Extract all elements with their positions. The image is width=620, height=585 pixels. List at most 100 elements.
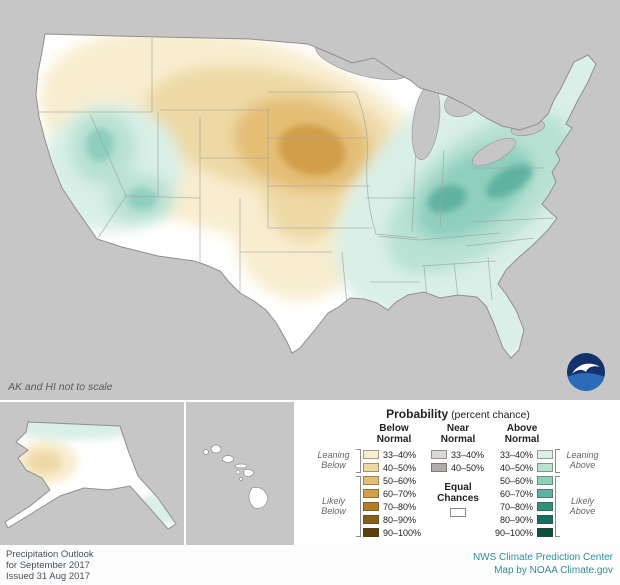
- legend-range-label: 60–70%: [383, 488, 417, 499]
- legend-swatch: [537, 463, 553, 472]
- likely-above-label: Likely Above: [569, 495, 596, 516]
- footer-credit: NWS Climate Prediction Center Map by NOA…: [473, 549, 613, 585]
- legend-range-label: 90–100%: [383, 527, 422, 538]
- footer-credit-line-1: NWS Climate Prediction Center: [472, 552, 613, 563]
- legend-swatch: [363, 463, 379, 472]
- state-borders: [38, 38, 555, 306]
- above-normal-column: Above Normal 33–40% 40–50% 50–60% 60–70%…: [489, 423, 555, 539]
- legend-swatch: [363, 528, 379, 537]
- legend-swatch: [537, 502, 553, 511]
- legend-title: Probability (percent chance): [386, 407, 530, 421]
- legend-swatch: [537, 489, 553, 498]
- legend-swatch: [537, 476, 553, 485]
- likely-above-bracket: [555, 476, 560, 537]
- legend-row: 70–80%: [489, 500, 555, 513]
- island-kahoolawe: [239, 477, 243, 481]
- legend-title-note: (percent chance): [451, 409, 530, 421]
- alaska-below-normal-40-50: [26, 450, 62, 474]
- legend-row: 90–100%: [361, 526, 427, 539]
- above-normal-blob-50-60-az: [127, 188, 157, 210]
- below-normal-blob-60-70: [278, 124, 346, 176]
- legend-swatch: [363, 450, 379, 459]
- legend-range-label: 50–60%: [383, 475, 417, 486]
- legend-body: Leaning Below Likely Below Below Normal …: [311, 423, 605, 539]
- island-maui: [243, 469, 255, 477]
- legend-left-labels: Leaning Below Likely Below: [311, 424, 356, 539]
- island-molokai: [234, 463, 248, 469]
- legend-swatch: [363, 489, 379, 498]
- hawaii-inset: [186, 402, 294, 545]
- legend-range-label: 40–50%: [383, 462, 417, 473]
- legend-row: 33–40%: [431, 448, 485, 461]
- legend-range-label: 80–90%: [499, 514, 533, 525]
- likely-below-label: Likely Below: [321, 495, 346, 516]
- legend-range-label: 40–50%: [451, 462, 485, 473]
- legend-swatch: [537, 515, 553, 524]
- above-normal-core-east: [427, 163, 532, 214]
- us-outline: [35, 33, 597, 359]
- legend-range-label: 33–40%: [451, 449, 485, 460]
- footer-line-2: for September 2017: [6, 560, 90, 572]
- legend-panel: Probability (percent chance) Leaning Bel…: [296, 402, 620, 545]
- left-brackets: [356, 424, 361, 539]
- legend-swatch: [363, 515, 379, 524]
- right-brackets: [555, 424, 560, 539]
- legend-range-label: 70–80%: [383, 501, 417, 512]
- legend-row: 33–40%: [361, 448, 427, 461]
- main-map-panel: AK and HI not to scale: [0, 0, 620, 400]
- noaa-gull-icon: [572, 363, 600, 374]
- island-hawaii: [248, 487, 269, 509]
- alaska-inset: [0, 402, 184, 545]
- legend-swatch: [431, 463, 447, 472]
- above-normal-blob-50-60-nv: [86, 128, 114, 162]
- legend-row: 40–50%: [489, 461, 555, 474]
- footer-outlook-caption: Precipitation Outlook for September 2017…: [6, 549, 94, 585]
- legend-swatch: [431, 450, 447, 459]
- near-normal-column: Near Normal 33–40% 40–50% Equal Chances: [427, 423, 489, 517]
- hawaii-background: [186, 402, 294, 545]
- legend-row: 50–60%: [361, 474, 427, 487]
- legend-row: 80–90%: [489, 513, 555, 526]
- legend-swatch: [363, 476, 379, 485]
- legend-range-label: 33–40%: [499, 449, 533, 460]
- island-oahu: [222, 455, 234, 463]
- legend-row: 40–50%: [361, 461, 427, 474]
- island-kauai: [210, 444, 222, 454]
- below-normal-column: Below Normal 33–40% 40–50% 50–60% 60–70%…: [361, 423, 427, 539]
- footer-credit-line-2: Map by NOAA Climate.gov: [494, 565, 613, 576]
- above-normal-blob-60-70-virginias: [486, 163, 532, 199]
- legend-range-label: 60–70%: [499, 488, 533, 499]
- likely-below-bracket: [356, 476, 361, 537]
- legend-range-label: 70–80%: [499, 501, 533, 512]
- legend-swatch: [537, 450, 553, 459]
- legend-range-label: 90–100%: [494, 527, 533, 538]
- leaning-below-bracket: [356, 449, 361, 473]
- legend-title-word: Probability: [386, 407, 449, 421]
- legend-range-label: 80–90%: [383, 514, 417, 525]
- legend-swatch: [537, 528, 553, 537]
- near-normal-header: Near Normal: [440, 423, 476, 445]
- alaska-outline: [4, 421, 177, 530]
- scale-note: AK and HI not to scale: [7, 381, 113, 393]
- equal-chances-swatch: [450, 508, 466, 517]
- hawaii-islands: [203, 444, 269, 509]
- legend-row: 60–70%: [489, 487, 555, 500]
- footer-line-3: Issued 31 Aug 2017: [6, 571, 90, 583]
- footer-line-1: Precipitation Outlook: [6, 549, 94, 560]
- legend-row: 33–40%: [489, 448, 555, 461]
- bottom-row: Probability (percent chance) Leaning Bel…: [0, 402, 620, 545]
- legend-row: 60–70%: [361, 487, 427, 500]
- above-normal-blob-60-70-kentucky: [427, 184, 467, 214]
- footer: Precipitation Outlook for September 2017…: [0, 545, 620, 585]
- equal-chances-header: Equal Chances: [437, 482, 479, 504]
- legend-range-label: 50–60%: [499, 475, 533, 486]
- legend-swatch: [363, 502, 379, 511]
- legend-range-label: 40–50%: [499, 462, 533, 473]
- legend-row: 80–90%: [361, 513, 427, 526]
- lake-erie: [472, 137, 516, 167]
- alaska-map: [0, 402, 184, 545]
- legend-row: 50–60%: [489, 474, 555, 487]
- legend-row: 70–80%: [361, 500, 427, 513]
- legend-row: 40–50%: [431, 461, 485, 474]
- legend-right-labels: Leaning Above Likely Above: [560, 424, 605, 539]
